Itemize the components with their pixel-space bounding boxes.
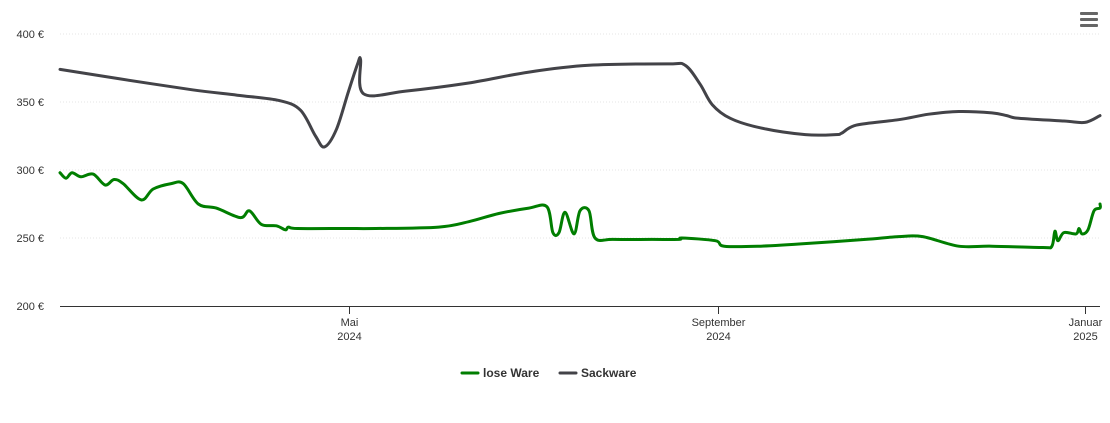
legend-label: lose Ware (483, 366, 540, 380)
hamburger-menu-icon (1078, 12, 1100, 27)
y-tick-label: 200 € (16, 301, 44, 313)
y-tick-label: 300 € (16, 165, 44, 177)
y-tick-label: 350 € (16, 97, 44, 109)
series-line-1[interactable] (58, 56, 1102, 149)
grid-lines (60, 33, 1100, 239)
y-tick-label: 250 € (16, 233, 44, 245)
x-axis: Mai 2024 September 2024 Januar 2025 (60, 306, 1103, 343)
x-tick-label-year: 2024 (337, 331, 361, 343)
y-tick-label: 400 € (16, 29, 44, 41)
x-tick-label-year: 2024 (706, 331, 730, 343)
x-tick-label-month: September (692, 317, 746, 329)
legend-item-1[interactable]: Sackware (558, 366, 637, 380)
series-group (58, 56, 1102, 250)
legend-item-0[interactable]: lose Ware (460, 366, 540, 380)
legend-label: Sackware (581, 366, 637, 380)
x-tick-label-month: Januar (1069, 317, 1103, 329)
x-tick-label-year: 2025 (1073, 331, 1097, 343)
legend: lose Ware Sackware (460, 366, 637, 380)
chart-menu-button[interactable] (1078, 12, 1100, 32)
series-line-0[interactable] (58, 171, 1102, 250)
x-tick-label-month: Mai (341, 317, 359, 329)
y-axis: 200 € 250 € 300 € 350 € 400 € (16, 29, 44, 313)
